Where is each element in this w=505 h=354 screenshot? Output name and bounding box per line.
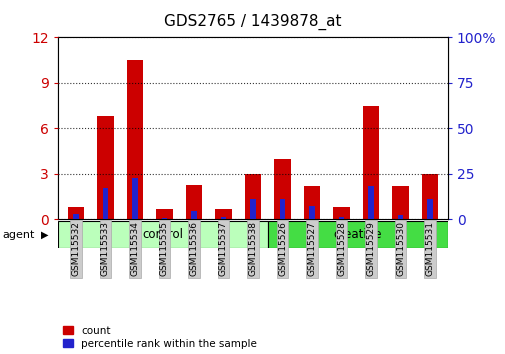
Text: GSM115535: GSM115535 — [160, 221, 169, 276]
Bar — [97, 116, 113, 219]
Bar — [279, 199, 285, 219]
Text: GSM115530: GSM115530 — [395, 221, 405, 276]
Bar — [191, 211, 196, 219]
Text: agent: agent — [3, 229, 35, 240]
Bar — [215, 209, 231, 219]
Bar — [132, 178, 137, 219]
Bar — [244, 174, 261, 219]
Bar — [274, 159, 290, 219]
Bar — [333, 207, 349, 219]
Bar — [220, 217, 226, 219]
Text: GSM115533: GSM115533 — [100, 221, 110, 276]
Text: control: control — [142, 228, 183, 241]
Legend: count, percentile rank within the sample: count, percentile rank within the sample — [63, 326, 257, 349]
Bar — [68, 207, 84, 219]
Text: GSM115531: GSM115531 — [425, 221, 434, 276]
Text: GSM115538: GSM115538 — [248, 221, 257, 276]
Bar — [73, 214, 79, 219]
Bar — [338, 217, 344, 219]
Text: GSM115529: GSM115529 — [366, 221, 375, 276]
Text: GSM115536: GSM115536 — [189, 221, 198, 276]
Bar — [185, 184, 201, 219]
Bar — [161, 218, 167, 219]
Text: GSM115528: GSM115528 — [336, 221, 345, 276]
Text: GSM115537: GSM115537 — [219, 221, 228, 276]
Bar — [368, 186, 373, 219]
Bar — [103, 188, 108, 219]
Text: creatine: creatine — [333, 228, 381, 241]
Bar — [304, 186, 320, 219]
Text: GDS2765 / 1439878_at: GDS2765 / 1439878_at — [164, 14, 341, 30]
Bar — [426, 199, 432, 219]
Bar — [397, 215, 402, 219]
Text: GSM115526: GSM115526 — [277, 221, 286, 276]
Bar — [309, 206, 314, 219]
Bar — [392, 186, 408, 219]
Text: ▶: ▶ — [40, 229, 48, 240]
Text: GSM115534: GSM115534 — [130, 221, 139, 276]
Bar — [156, 209, 172, 219]
Bar — [421, 174, 437, 219]
Text: GSM115527: GSM115527 — [307, 221, 316, 276]
Bar — [58, 221, 268, 248]
Bar — [249, 199, 256, 219]
Bar — [362, 105, 378, 219]
Text: GSM115532: GSM115532 — [71, 221, 80, 276]
Bar — [127, 60, 143, 219]
Bar — [268, 221, 447, 248]
